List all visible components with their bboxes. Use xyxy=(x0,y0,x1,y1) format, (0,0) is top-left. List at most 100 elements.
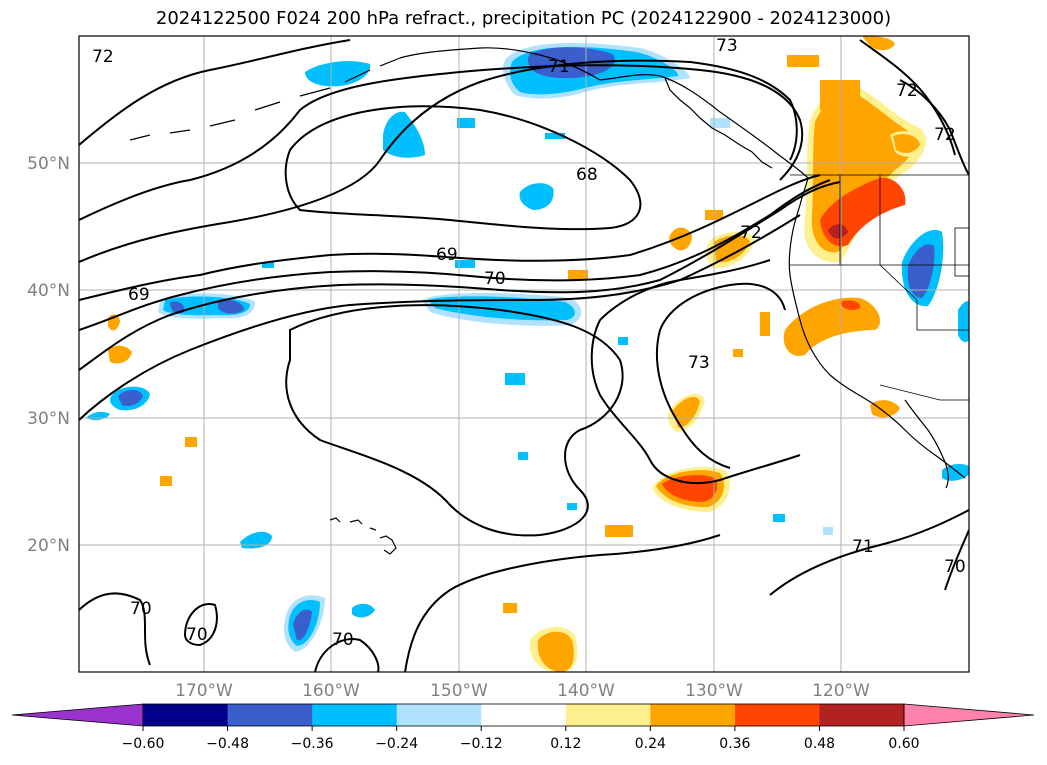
colorbar-frame xyxy=(142,703,905,727)
shade-small-p11 xyxy=(160,476,172,486)
shade-gulf-cyan xyxy=(383,111,425,158)
map-plot-area: 72 73 71 72 72 68 72 69 70 69 73 71 70 7… xyxy=(79,36,969,672)
shade-small-a xyxy=(457,118,475,128)
colorbar-segment xyxy=(143,704,229,726)
shade-small-p1 xyxy=(108,345,132,364)
colorbar-tick-label: −0.24 xyxy=(375,736,418,752)
shade-small-c xyxy=(710,118,730,128)
shade-sp-orange xyxy=(537,631,574,672)
shade-small-p6 xyxy=(503,603,517,613)
contour-label-72-nw: 72 xyxy=(92,47,114,67)
lat-label-50n: 50°N xyxy=(27,154,70,174)
contour-72-ne xyxy=(899,79,969,176)
contour-label-70-swloop: 70 xyxy=(186,625,208,645)
shade-small-i xyxy=(567,503,577,510)
contour-69 xyxy=(79,174,821,301)
colorbar-segment xyxy=(565,704,651,726)
shade-small-f xyxy=(505,373,525,385)
contour-label-73-se: 73 xyxy=(688,353,710,373)
colorbar-tick-label: 0.60 xyxy=(888,736,919,752)
lon-label-140w: 140°W xyxy=(557,681,615,701)
contour-71-south xyxy=(769,509,969,596)
lat-label-30n: 30°N xyxy=(27,409,70,429)
colorbar-extend-high xyxy=(903,703,1035,727)
colorbar-tick-label: −0.60 xyxy=(122,736,165,752)
shade-az-cyan xyxy=(958,300,969,342)
contour-68 xyxy=(284,105,642,231)
colorbar-segment xyxy=(819,704,905,726)
colorbar-segment xyxy=(396,704,482,726)
map-frame xyxy=(78,35,970,673)
colorbar-tick-label: −0.12 xyxy=(460,736,503,752)
coast-panhandle xyxy=(664,77,773,169)
contour-71 xyxy=(79,59,798,263)
shade-small-j xyxy=(773,514,785,522)
shade-c2-red xyxy=(840,300,861,310)
shade-small-k xyxy=(823,527,833,535)
contour-label-69-mid: 69 xyxy=(436,245,458,265)
refractivity-contours xyxy=(79,39,969,672)
shade-small-p9 xyxy=(733,349,743,357)
coast-baja xyxy=(904,399,949,489)
contour-70-right xyxy=(944,529,969,591)
shade-small-h xyxy=(518,452,528,460)
coast-hawaii xyxy=(329,517,397,555)
contour-label-70-s: 70 xyxy=(332,630,354,650)
lat-label-20n: 20°N xyxy=(27,536,70,556)
shade-nv-royal xyxy=(907,244,935,298)
precip-shading xyxy=(86,36,969,672)
contour-label-69-west: 69 xyxy=(128,285,150,305)
colorbar-segment xyxy=(734,704,820,726)
shade-alaska-royal xyxy=(527,47,615,79)
colorbar-tick-label: −0.36 xyxy=(291,736,334,752)
colorbar: −0.60 −0.48 −0.36 −0.24 −0.12 0.12 0.24 0.36 0.4… xyxy=(11,703,1035,752)
shade-fw-royal xyxy=(118,390,143,406)
shade-mid-cyan xyxy=(519,183,554,210)
latitude-labels: 50°N 40°N 30°N 20°N xyxy=(27,154,70,556)
contour-73 xyxy=(590,259,801,484)
shade-west-royal xyxy=(218,299,244,314)
contour-72-ne2 xyxy=(859,39,956,156)
shade-small-d xyxy=(455,260,475,268)
contour-label-70-sw: 70 xyxy=(130,599,152,619)
contour-label-73-top: 73 xyxy=(716,36,738,56)
colorbar-segment xyxy=(227,704,313,726)
shade-bering-cyan xyxy=(305,61,371,87)
shade-top-orange xyxy=(862,36,895,51)
colorbar-tick-label: 0.24 xyxy=(635,736,666,752)
colorbar-tick-label: 0.48 xyxy=(804,736,835,752)
coast-alaska xyxy=(599,74,809,179)
shade-small-e xyxy=(262,262,274,268)
contour-label-71-top: 71 xyxy=(548,57,570,77)
contour-72-nw xyxy=(79,39,351,146)
map-title: 2024122500 F024 200 hPa refract., precip… xyxy=(155,8,892,29)
contour-70-se xyxy=(404,534,721,672)
shade-hi-red xyxy=(662,475,718,502)
colorbar-segment xyxy=(650,704,736,726)
colorbar-extend-low xyxy=(11,703,144,727)
contour-label-72-ne2: 72 xyxy=(934,125,956,145)
colorbar-tick-label: 0.12 xyxy=(550,736,581,752)
shade-small-b xyxy=(545,133,565,139)
lon-label-150w: 150°W xyxy=(430,681,488,701)
contour-70-swloop xyxy=(183,603,218,647)
colorbar-tick-label: −0.48 xyxy=(206,736,249,752)
contour-label-72-ne: 72 xyxy=(896,81,918,101)
shade-small-p4 xyxy=(787,55,819,67)
longitude-labels: 170°W 160°W 150°W 140°W 130°W 120°W xyxy=(175,681,870,701)
contour-label-70-mid: 70 xyxy=(484,269,506,289)
contour-70-s xyxy=(314,638,380,672)
lat-label-40n: 40°N xyxy=(27,281,70,301)
shade-c3-orange xyxy=(870,400,900,418)
colorbar-segment xyxy=(481,704,567,726)
colorbar-tick-label: 0.36 xyxy=(719,736,750,752)
contour-71b xyxy=(79,181,841,371)
shade-small-p12 xyxy=(820,80,860,110)
contour-label-68: 68 xyxy=(576,165,598,185)
shade-south-royal xyxy=(293,609,312,641)
shade-small-p10 xyxy=(185,437,197,447)
shade-c4-orange xyxy=(673,396,700,428)
colorbar-segment xyxy=(312,704,398,726)
contour-70-sw xyxy=(79,592,151,666)
